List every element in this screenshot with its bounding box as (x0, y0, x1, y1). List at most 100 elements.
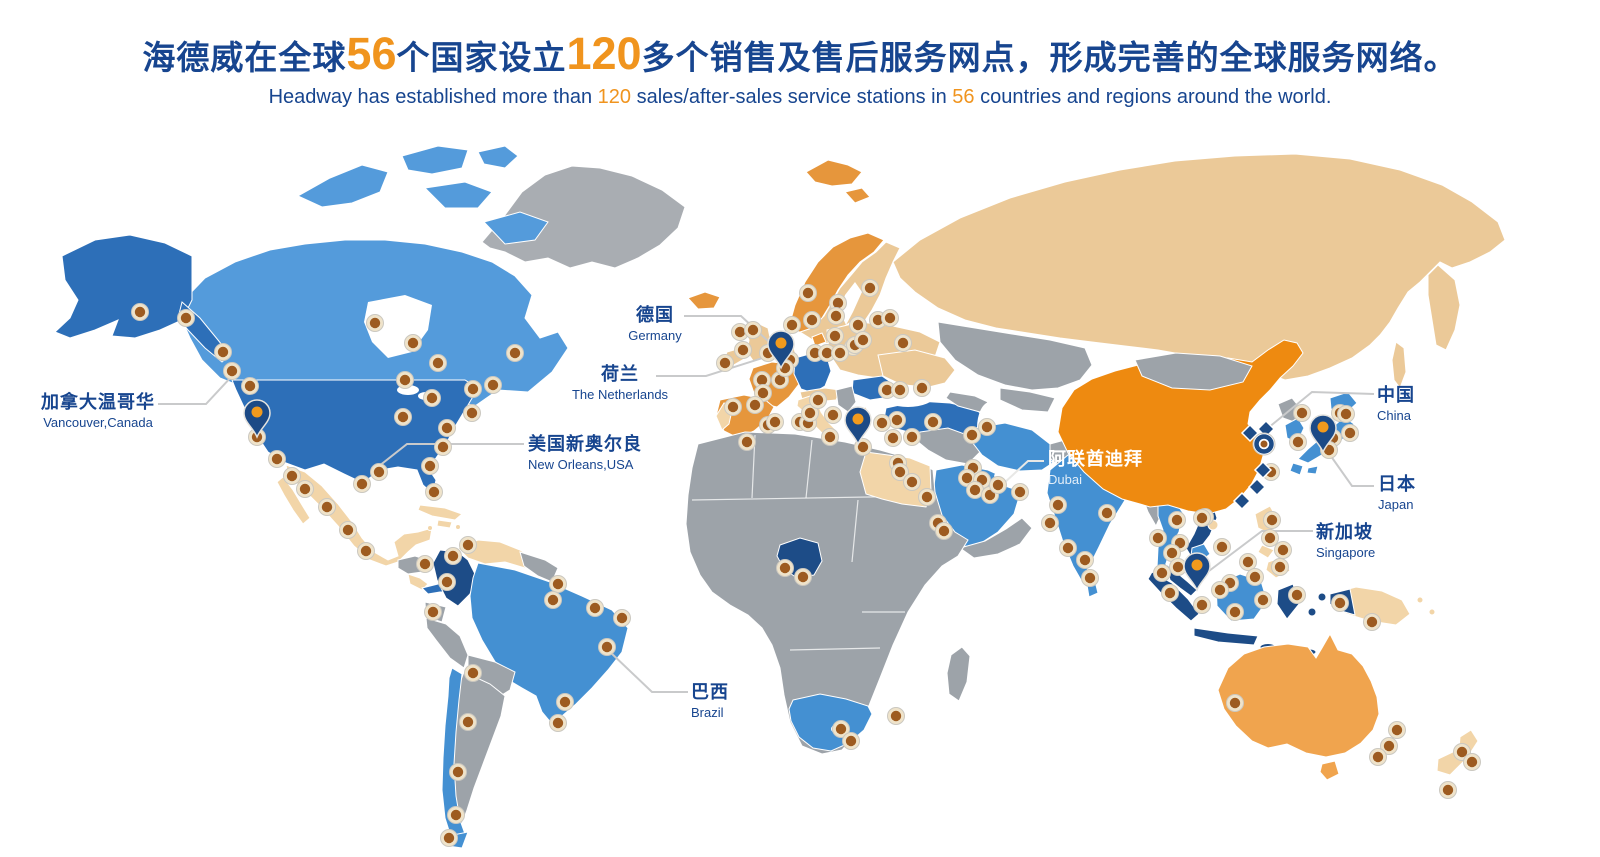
station-diamond (1240, 423, 1260, 443)
station-dot (756, 374, 768, 386)
station-dot (299, 483, 311, 495)
station-dot (981, 421, 993, 433)
pin-icon (1309, 414, 1337, 454)
station-dot (373, 466, 385, 478)
station-dot (1174, 537, 1186, 549)
pin-dot (1317, 421, 1329, 433)
station-dot (938, 525, 950, 537)
hq-ring-core (1260, 440, 1268, 448)
country-iran (971, 422, 1058, 472)
station-dot (452, 766, 464, 778)
station-dot (757, 387, 769, 399)
label-en: Vancouver,Canada (43, 415, 153, 430)
label-en: New Orleans,USA (528, 457, 634, 472)
leader-lines (158, 315, 1375, 693)
leader-line-new-orleans (373, 443, 524, 471)
label-cn: 中国 (1377, 385, 1415, 405)
station-dot (1291, 589, 1303, 601)
station-dot (286, 470, 298, 482)
label-cn: 加拿大温哥华 (41, 392, 155, 412)
island-madagascar (946, 646, 971, 702)
station-dot (1084, 572, 1096, 584)
pin-icon (1183, 552, 1211, 592)
station-dot (1344, 427, 1356, 439)
map-label-netherlands: 荷兰 The Netherlands (553, 364, 687, 403)
station-dot (894, 384, 906, 396)
pin-icon (767, 330, 795, 370)
countries-count-en: 56 (952, 86, 975, 108)
station-dot (812, 394, 824, 406)
station-dot (1466, 756, 1478, 768)
station-dot (428, 486, 440, 498)
station-dot (809, 347, 821, 359)
map-label-china: 中国 China (1377, 385, 1415, 424)
philippines-visayas (1257, 544, 1275, 559)
country-mongolia (1134, 352, 1253, 391)
station-dot (134, 306, 146, 318)
station-dot (872, 314, 884, 326)
country-russia (892, 153, 1506, 381)
station-diamond (1232, 491, 1252, 511)
gulf-of-bothnia (840, 282, 862, 325)
station-dot (1156, 567, 1168, 579)
station-dot (992, 479, 1004, 491)
station-dot (984, 489, 996, 501)
station-dot (916, 382, 928, 394)
station-dot (1196, 599, 1208, 611)
station-dot (884, 312, 896, 324)
region-arctic-islands (483, 211, 549, 245)
station-dot (824, 431, 836, 443)
label-cn: 荷兰 (601, 364, 639, 384)
station-dot (552, 717, 564, 729)
station-dot (734, 326, 746, 338)
title-block: 海德威在全球56个国家设立120多个销售及售后服务网点，形成完善的全球服务网络。… (0, 30, 1600, 110)
station-dot (441, 422, 453, 434)
map-label-singapore: 新加坡 Singapore (1316, 522, 1375, 561)
station-dot (1292, 436, 1304, 448)
station-dot (1264, 532, 1276, 544)
africa-border (805, 439, 813, 499)
station-dot (1171, 514, 1183, 526)
station-dot (786, 319, 798, 331)
station-dot (1052, 499, 1064, 511)
map-label-germany: 德国 Germany (596, 305, 714, 344)
station-dot (881, 384, 893, 396)
station-dot (852, 319, 864, 331)
station-dot (969, 484, 981, 496)
station-dot (559, 696, 571, 708)
station-dot (834, 347, 846, 359)
label-en: Brazil (691, 705, 724, 720)
station-dot (894, 466, 906, 478)
station-dot (927, 416, 939, 428)
station-dot (1229, 606, 1241, 618)
headline-en-seg: countries and regions around the world. (974, 86, 1332, 108)
pin-dot (775, 337, 787, 349)
station-dot (921, 491, 933, 503)
island-sakhalin (1391, 341, 1407, 390)
leader-line-vancouver (158, 374, 234, 405)
station-dot (749, 399, 761, 411)
japan-kyushu (1289, 462, 1304, 476)
country-denmark (811, 332, 827, 347)
station-dot (1214, 584, 1226, 596)
country-cuba (417, 504, 463, 521)
stations-count-cn: 120 (566, 28, 642, 79)
headline-en-seg: Headway has established more than (268, 86, 598, 108)
station-diamond (1253, 460, 1273, 480)
region-kamchatka (1427, 264, 1461, 351)
station-dot (369, 317, 381, 329)
station-dot (1172, 561, 1184, 573)
station-dot (857, 441, 869, 453)
station-dot (887, 432, 899, 444)
country-peru (425, 617, 469, 669)
station-dot (1334, 597, 1346, 609)
map-pin-vancouver (243, 399, 271, 439)
label-en: Japan (1378, 497, 1414, 512)
station-dot (407, 337, 419, 349)
station-dot (1366, 616, 1378, 628)
station-dot (747, 324, 759, 336)
island-pacific (1416, 596, 1424, 604)
region-arctic-islands (477, 145, 519, 169)
station-dot (774, 374, 786, 386)
africa-border (789, 647, 881, 651)
